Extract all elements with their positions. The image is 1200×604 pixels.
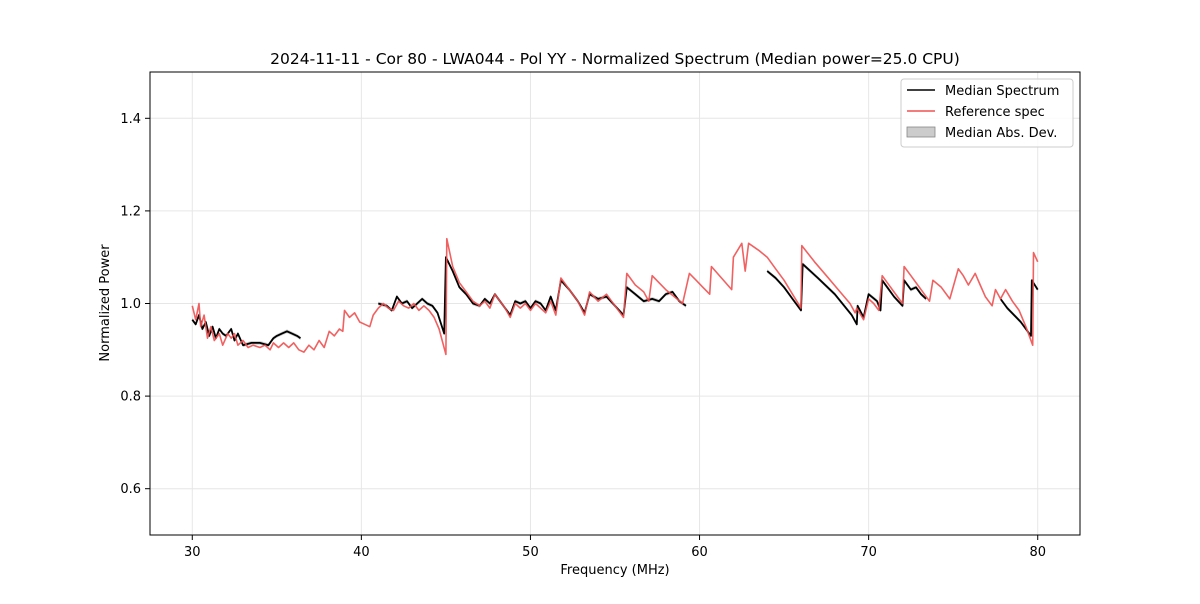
mad-band-layer — [192, 255, 1038, 347]
x-axis-ticks: 30 40 50 60 70 80 — [184, 535, 1046, 560]
median-spectrum-line — [999, 279, 1039, 337]
y-axis-label: Normalized Power — [98, 244, 113, 362]
y-tick-label: 1.4 — [120, 112, 141, 127]
legend-mad-swatch — [906, 126, 936, 138]
mad-band — [378, 255, 686, 336]
legend: Median Spectrum Reference spec Median Ab… — [900, 78, 1074, 148]
x-tick-label: 80 — [1029, 545, 1046, 560]
legend-median-label: Median Spectrum — [945, 84, 1059, 99]
x-tick-label: 70 — [860, 545, 877, 560]
x-axis-label: Frequency (MHz) — [560, 563, 669, 578]
y-tick-label: 0.8 — [120, 390, 141, 405]
chart-title: 2024-11-11 - Cor 80 - LWA044 - Pol YY - … — [270, 50, 960, 68]
y-tick-label: 1.2 — [120, 204, 141, 219]
x-tick-label: 50 — [522, 545, 539, 560]
series-layer — [191, 237, 1039, 356]
y-tick-label: 1.0 — [120, 297, 141, 312]
median-spectrum-line — [191, 314, 302, 347]
reference-spec-line — [191, 237, 1039, 356]
legend-mad-label: Median Abs. Dev. — [945, 126, 1057, 141]
x-tick-label: 30 — [184, 545, 201, 560]
x-tick-label: 40 — [353, 545, 370, 560]
x-tick-label: 60 — [691, 545, 708, 560]
legend-box — [900, 78, 1074, 148]
grid — [150, 72, 1080, 535]
median-spectrum-line — [378, 256, 687, 335]
legend-reference-label: Reference spec — [945, 105, 1045, 120]
y-tick-label: 0.6 — [120, 482, 141, 497]
y-axis-ticks: 0.6 0.8 1.0 1.2 1.4 — [120, 112, 150, 497]
